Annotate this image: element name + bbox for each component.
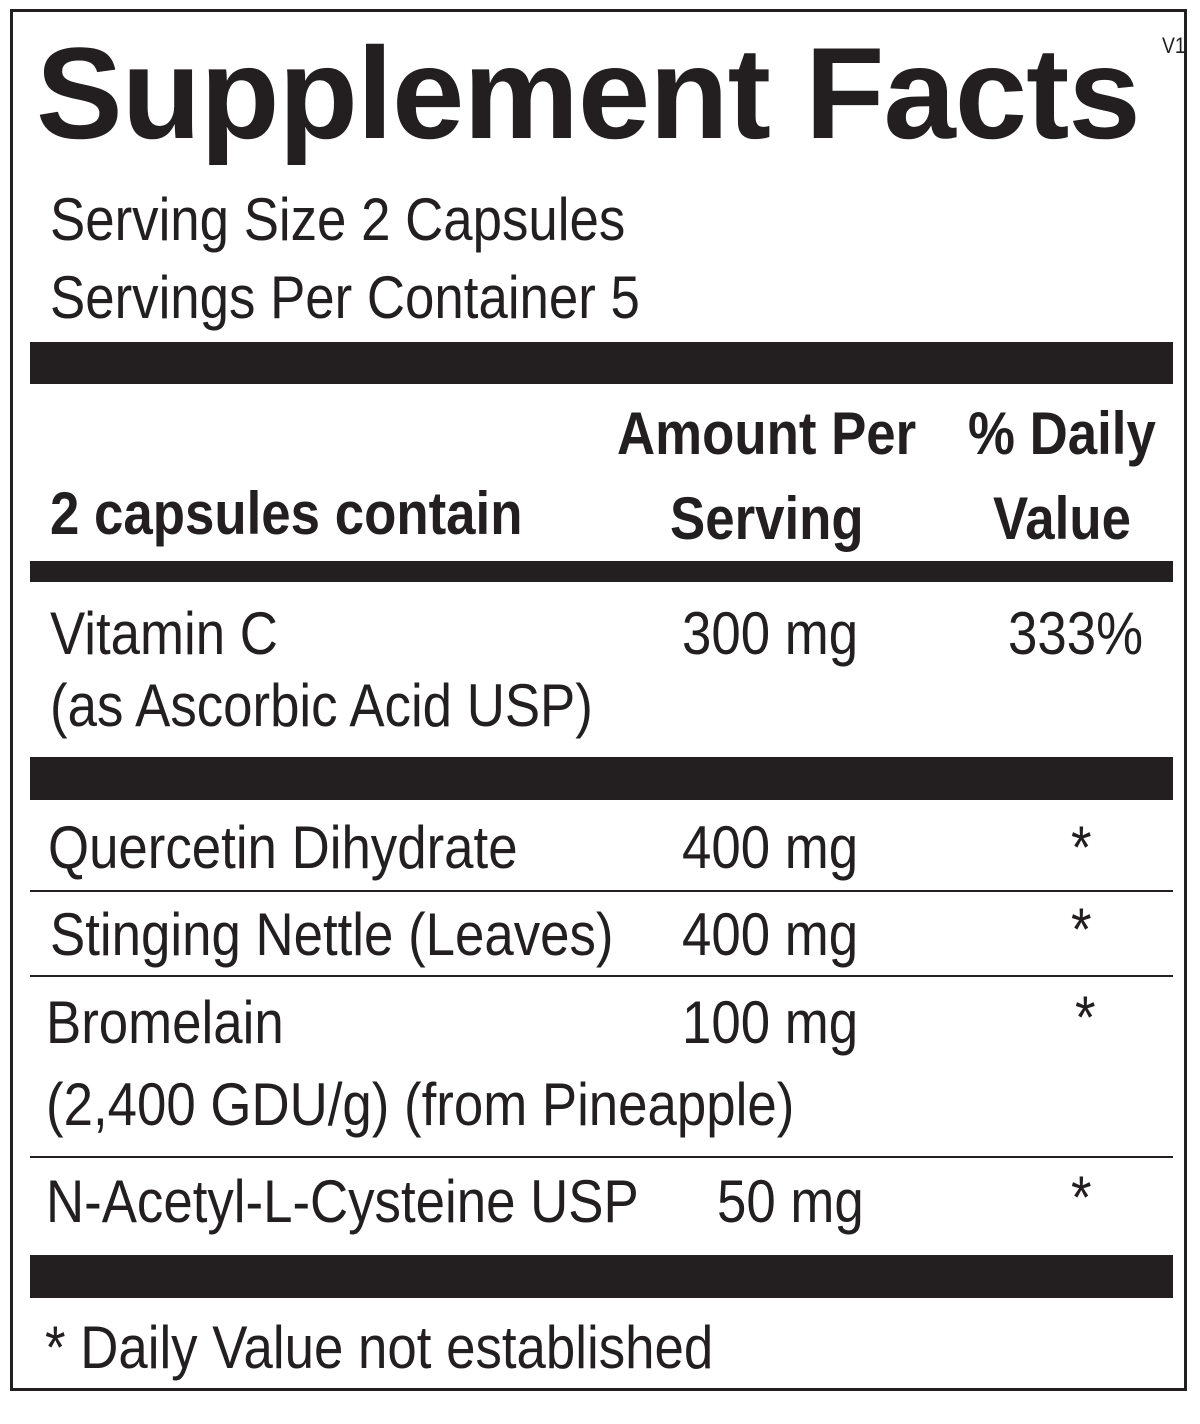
- amount-header-line1: Amount Per: [617, 400, 917, 467]
- ingredient-dv: *: [1071, 1164, 1092, 1231]
- amount-header-line2: Serving: [670, 485, 864, 552]
- ingredient-name: N-Acetyl-L-Cysteine USP: [46, 1168, 639, 1235]
- version-mark: V1: [1162, 33, 1186, 58]
- ingredient-amount: 50 mg: [717, 1168, 864, 1235]
- ingredient-name: Bromelain: [46, 989, 284, 1056]
- ingredient-subname: (2,400 GDU/g) (from Pineapple): [46, 1071, 795, 1138]
- ingredient-dv: 333%: [1008, 600, 1144, 667]
- label-border: [10, 9, 1187, 1391]
- thin-divider: [30, 1156, 1173, 1158]
- dv-header-line1: % Daily: [968, 400, 1156, 467]
- ingredient-amount: 400 mg: [682, 901, 859, 968]
- ingredient-subname: (as Ascorbic Acid USP): [50, 672, 593, 739]
- thick-divider: [30, 342, 1173, 384]
- footnote: * Daily Value not established: [45, 1314, 714, 1381]
- ingredient-dv: *: [1071, 814, 1092, 881]
- servings-per-container: Servings Per Container 5: [50, 264, 640, 331]
- contain-header: 2 capsules contain: [50, 480, 523, 547]
- thin-divider: [30, 975, 1173, 977]
- ingredient-name: Stinging Nettle (Leaves): [50, 901, 614, 968]
- medium-divider: [30, 561, 1173, 582]
- serving-size: Serving Size 2 Capsules: [50, 186, 626, 253]
- ingredient-dv: *: [1071, 896, 1092, 963]
- ingredient-amount: 400 mg: [682, 814, 859, 881]
- dv-header-line2: Value: [993, 485, 1131, 552]
- ingredient-dv: *: [1075, 984, 1096, 1051]
- label-title: Supplement Facts: [36, 20, 1141, 166]
- thin-divider: [30, 890, 1173, 892]
- ingredient-amount: 300 mg: [682, 600, 859, 667]
- ingredient-name: Vitamin C: [50, 600, 278, 667]
- thick-divider: [30, 1255, 1173, 1298]
- ingredient-name: Quercetin Dihydrate: [48, 814, 518, 881]
- ingredient-amount: 100 mg: [682, 989, 859, 1056]
- thick-divider: [30, 757, 1173, 800]
